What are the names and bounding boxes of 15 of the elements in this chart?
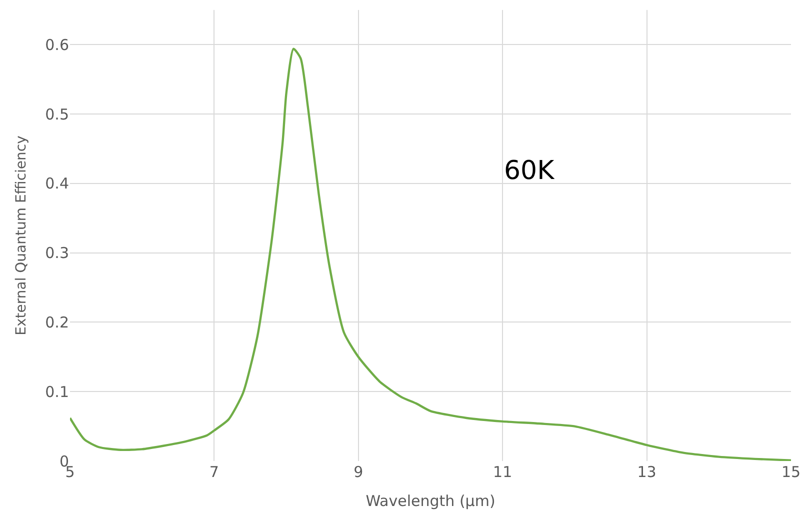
y-tick-label: 0.2 (45, 313, 69, 332)
line-series (70, 48, 791, 461)
annotation: 60K (504, 156, 556, 186)
y-tick-label: 0.3 (45, 244, 69, 262)
y-tick-label: 0.6 (45, 36, 69, 54)
y-tick-label: 0.5 (45, 105, 69, 124)
x-tick-label: 9 (354, 463, 364, 481)
y-tick-label: 0.4 (45, 174, 69, 193)
x-tick-label: 13 (637, 463, 656, 481)
x-tick-label: 15 (781, 463, 801, 481)
y-tick-label: 0.1 (45, 382, 69, 401)
x-axis-title: Wavelength (µm) (366, 492, 496, 510)
x-tick-label: 7 (209, 463, 219, 481)
y-axis-title: External Quantum Efficiency (14, 136, 30, 336)
x-tick-label: 11 (493, 463, 512, 481)
